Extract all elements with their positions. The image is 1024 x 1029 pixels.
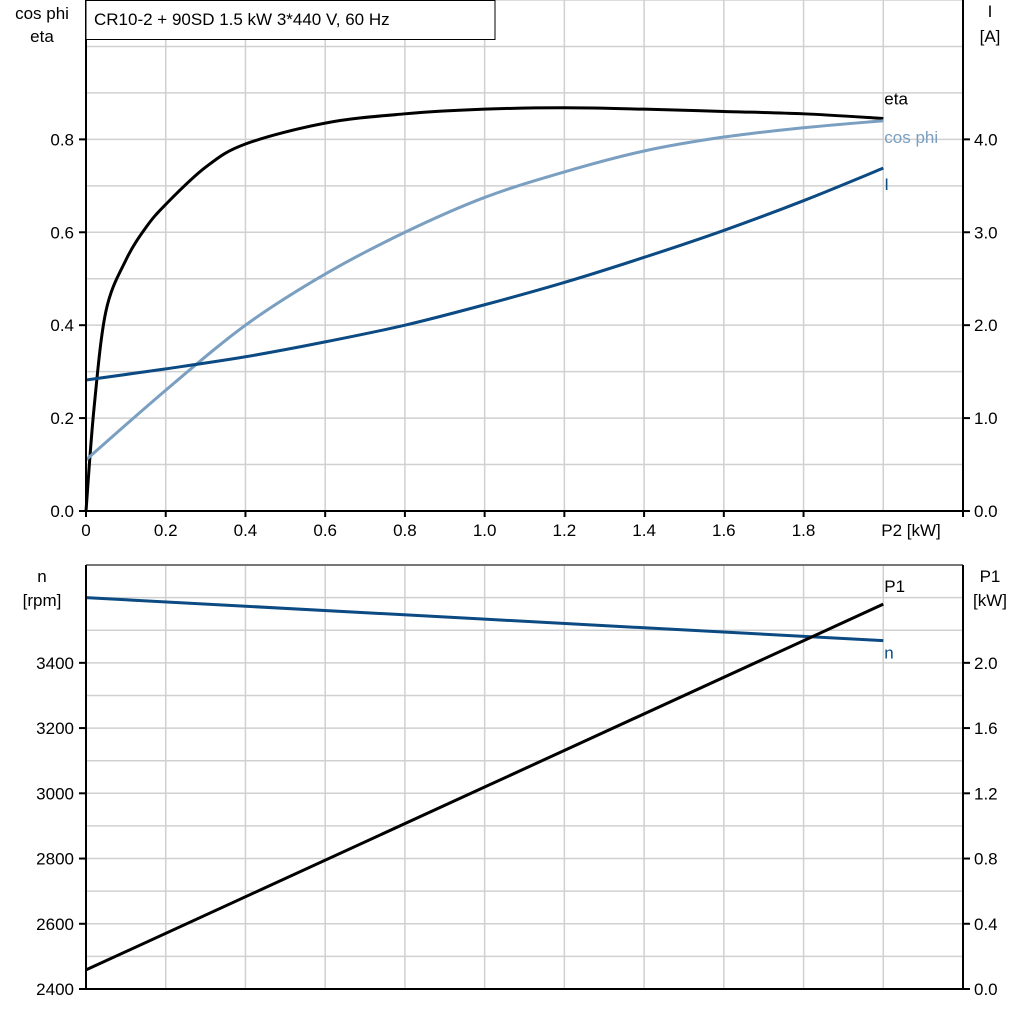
chart-title: CR10-2 + 90SD 1.5 kW 3*440 V, 60 Hz [94, 10, 390, 29]
series-eta-line [84, 106, 884, 512]
left-tick-label: 3400 [36, 654, 74, 673]
left-tick-label: 3000 [36, 784, 74, 803]
bottom-grid [86, 564, 963, 989]
right-tick-label: 0.4 [974, 915, 998, 934]
right-tick-label: 3.0 [974, 223, 998, 242]
x-tick-label: 1.4 [632, 521, 656, 540]
x-tick-label: 0.8 [393, 521, 417, 540]
series-cos-phi-label: cos phi [884, 128, 938, 147]
x-axis-label: P2 [kW] [881, 521, 941, 540]
x-tick-label: 1.6 [712, 521, 736, 540]
series-P1-label: P1 [884, 577, 905, 596]
series-P1-line [85, 602, 884, 972]
right-axis-title: P1 [980, 567, 1001, 586]
right-axis-title: [kW] [973, 591, 1007, 610]
right-axis-title: [A] [980, 27, 1001, 46]
left-tick-label: 0.6 [50, 223, 74, 242]
left-axis-title: cos phi [15, 4, 69, 23]
left-tick-label: 0.8 [50, 130, 74, 149]
series-I-label: I [884, 175, 889, 194]
x-tick-label: 0.4 [234, 521, 258, 540]
right-tick-label: 1.6 [974, 719, 998, 738]
top-grid [86, 0, 963, 511]
series-cos-phi-line [85, 119, 884, 462]
left-axis-title: n [37, 567, 46, 586]
left-tick-label: 0.2 [50, 409, 74, 428]
right-tick-label: 0.0 [974, 980, 998, 999]
x-tick-label: 0.2 [154, 521, 178, 540]
right-axis-title: I [988, 2, 993, 21]
x-tick-label: 1.0 [473, 521, 497, 540]
right-tick-label: 2.0 [974, 316, 998, 335]
left-tick-label: 0.4 [50, 316, 74, 335]
curves [84, 106, 884, 972]
left-tick-label: 2400 [36, 980, 74, 999]
right-tick-label: 4.0 [974, 130, 998, 149]
labels: 0.0 0.2 0.4 0.6 0.8 0.0 1.0 2.0 3.0 4.0 0 0.2 0.4 0.6… [15, 2, 1007, 999]
left-axis-title: eta [30, 27, 54, 46]
right-tick-label: 2.0 [974, 654, 998, 673]
right-tick-label: 1.2 [974, 784, 998, 803]
left-tick-label: 2800 [36, 850, 74, 869]
right-tick-label: 1.0 [974, 409, 998, 428]
x-tick-label: 1.2 [553, 521, 577, 540]
left-tick-label: 3200 [36, 719, 74, 738]
left-axis-title: [rpm] [23, 591, 62, 610]
series-eta-label: eta [884, 89, 908, 108]
title-box [85, 0, 496, 40]
x-tick-label: 0.6 [313, 521, 337, 540]
series-n-label: n [884, 644, 893, 663]
left-tick-label: 2600 [36, 915, 74, 934]
left-tick-label: 0.0 [50, 502, 74, 521]
right-tick-label: 0.8 [974, 850, 998, 869]
series-I-line [85, 166, 884, 382]
x-tick-label: 0 [81, 521, 90, 540]
series-n-line [85, 596, 884, 643]
x-tick-label: 1.8 [792, 521, 816, 540]
right-tick-label: 0.0 [974, 502, 998, 521]
axes [79, 0, 970, 990]
